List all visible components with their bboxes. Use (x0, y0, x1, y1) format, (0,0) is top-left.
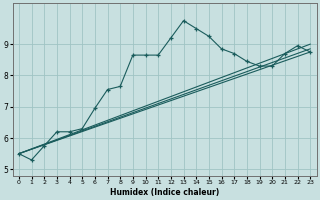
X-axis label: Humidex (Indice chaleur): Humidex (Indice chaleur) (110, 188, 219, 197)
